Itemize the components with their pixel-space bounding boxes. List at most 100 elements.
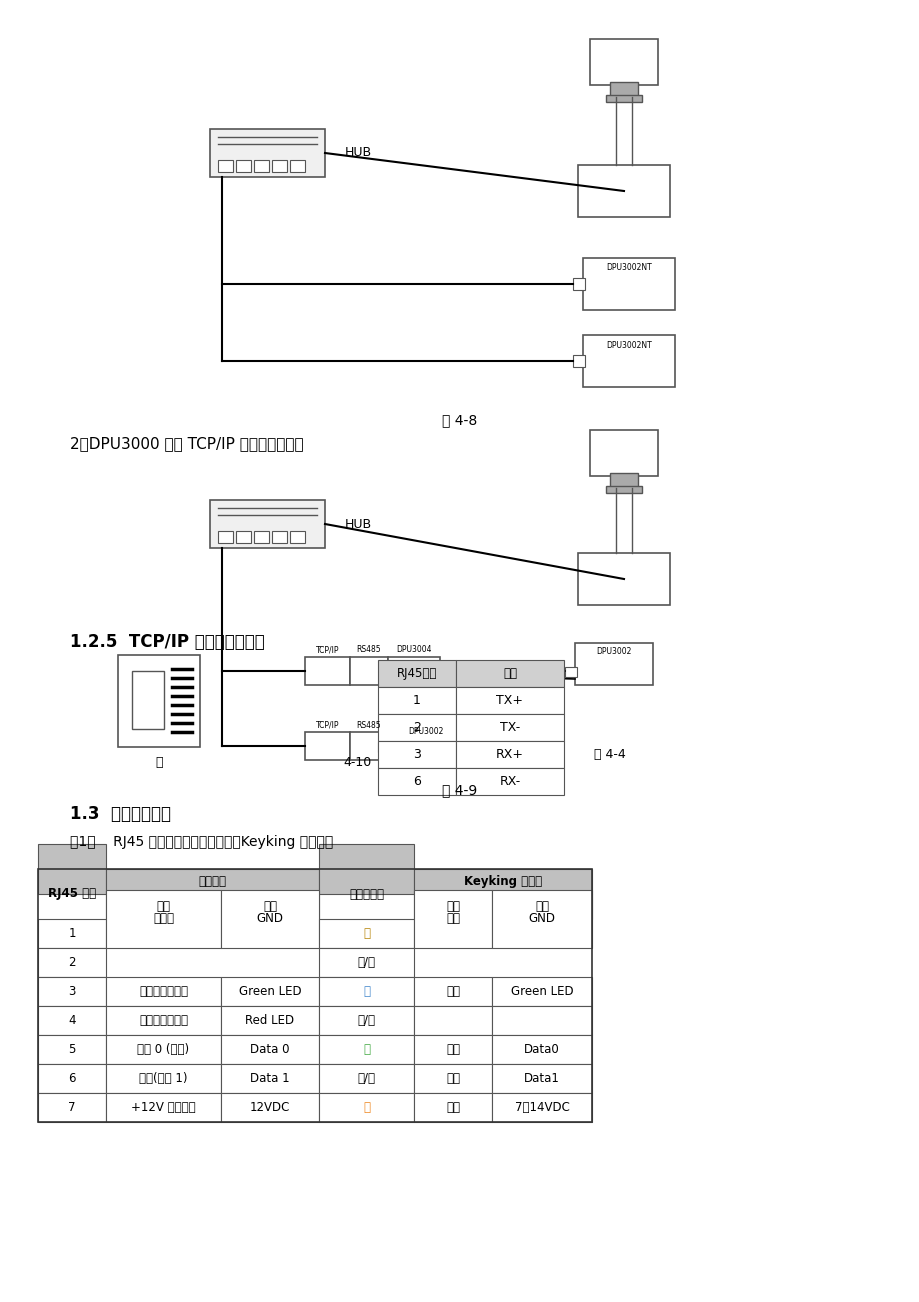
Text: 2、DPU3000 通过 TCP/IP 通讯转换器接入: 2、DPU3000 通过 TCP/IP 通讯转换器接入 — [70, 436, 303, 452]
Text: 1: 1 — [413, 694, 421, 707]
Bar — [38, 844, 106, 894]
Bar — [414, 1035, 492, 1064]
Bar — [218, 531, 233, 543]
Bar — [38, 1006, 106, 1035]
Bar — [221, 1035, 319, 1064]
Bar — [456, 713, 563, 741]
Text: 7－14VDC: 7－14VDC — [514, 1101, 569, 1115]
Bar — [289, 531, 305, 543]
Bar — [319, 948, 414, 976]
Bar — [349, 658, 388, 685]
Bar — [577, 165, 669, 217]
Text: 1: 1 — [68, 927, 75, 940]
Bar — [319, 1006, 414, 1035]
Bar — [456, 687, 563, 713]
Bar — [589, 39, 657, 85]
Text: 黑色: 黑色 — [446, 913, 460, 926]
Text: Data 1: Data 1 — [250, 1072, 289, 1085]
Text: 绿色发光二极管: 绿色发光二极管 — [139, 986, 187, 999]
Text: Data 0: Data 0 — [250, 1043, 289, 1056]
Text: 2: 2 — [68, 956, 75, 969]
Text: RX+: RX+ — [495, 749, 524, 760]
Bar — [106, 1035, 221, 1064]
Text: TCP/IP: TCP/IP — [315, 720, 339, 729]
Bar — [38, 1035, 106, 1064]
Bar — [378, 742, 390, 753]
Bar — [414, 894, 492, 919]
Bar — [221, 894, 319, 919]
Bar — [583, 258, 675, 310]
Bar — [414, 976, 492, 1006]
Bar — [414, 891, 492, 948]
Bar — [319, 1064, 414, 1092]
Bar — [388, 724, 462, 760]
Bar — [456, 660, 563, 687]
Bar — [236, 160, 251, 172]
Bar — [254, 160, 268, 172]
Text: Keyking 读感器: Keyking 读感器 — [463, 875, 541, 888]
Text: DPU3002: DPU3002 — [596, 647, 631, 655]
Bar — [573, 355, 584, 367]
Text: 7: 7 — [68, 1101, 75, 1115]
Text: DPU3002: DPU3002 — [407, 728, 443, 737]
Bar — [106, 976, 221, 1006]
Bar — [210, 500, 324, 548]
Text: TCP/IP: TCP/IP — [315, 646, 339, 655]
Text: 直流地: 直流地 — [153, 913, 174, 926]
Text: 3: 3 — [68, 986, 75, 999]
Bar — [221, 1092, 319, 1122]
Text: 中文: 中文 — [156, 900, 170, 913]
Text: 图 4-8: 图 4-8 — [442, 413, 477, 427]
Bar — [131, 671, 164, 729]
Bar — [38, 868, 591, 1122]
Bar — [221, 1064, 319, 1092]
Text: TX-: TX- — [499, 721, 519, 734]
Text: 白色: 白色 — [446, 1072, 460, 1085]
Text: RX-: RX- — [499, 775, 520, 788]
Bar — [349, 732, 388, 760]
Text: 表 4-4: 表 4-4 — [594, 749, 625, 760]
Bar — [492, 894, 591, 919]
Bar — [38, 919, 106, 948]
Text: 数据 0 (时钟): 数据 0 (时钟) — [137, 1043, 189, 1056]
Text: 颜色: 颜色 — [446, 900, 460, 913]
Text: RS485: RS485 — [357, 646, 380, 655]
Bar — [606, 95, 641, 102]
Text: RJ45序号: RJ45序号 — [396, 667, 437, 680]
Bar — [492, 1035, 591, 1064]
Bar — [254, 531, 268, 543]
Text: 引脚定义: 引脚定义 — [199, 875, 226, 888]
Bar — [378, 741, 456, 768]
Text: 6: 6 — [68, 1072, 75, 1085]
Bar — [609, 473, 637, 488]
Text: Green LED: Green LED — [510, 986, 573, 999]
Bar — [492, 1006, 591, 1035]
Bar — [574, 643, 652, 685]
Text: Data1: Data1 — [524, 1072, 560, 1085]
Text: Green LED: Green LED — [238, 986, 301, 999]
Text: DPU3004: DPU3004 — [396, 646, 431, 655]
Text: 3: 3 — [413, 749, 421, 760]
Bar — [319, 919, 414, 948]
Text: 1.3  读感器的连接: 1.3 读感器的连接 — [70, 805, 171, 823]
Text: 定义: 定义 — [535, 900, 549, 913]
Text: RJ45 引脚: RJ45 引脚 — [48, 888, 96, 901]
Text: 定义: 定义 — [503, 667, 516, 680]
Bar — [589, 430, 657, 477]
Text: HUB: HUB — [345, 147, 371, 160]
Bar — [456, 741, 563, 768]
Text: GND: GND — [528, 913, 555, 926]
Bar — [38, 948, 106, 976]
Bar — [236, 531, 251, 543]
Bar — [573, 279, 584, 290]
Text: 棕/白: 棕/白 — [357, 956, 375, 969]
Text: 英文: 英文 — [263, 900, 277, 913]
Bar — [492, 1092, 591, 1122]
Bar — [378, 687, 456, 713]
Bar — [305, 732, 349, 760]
Text: TX+: TX+ — [496, 694, 523, 707]
Bar — [106, 1006, 221, 1035]
Bar — [38, 1064, 106, 1092]
Bar — [118, 655, 199, 747]
Bar — [272, 160, 287, 172]
